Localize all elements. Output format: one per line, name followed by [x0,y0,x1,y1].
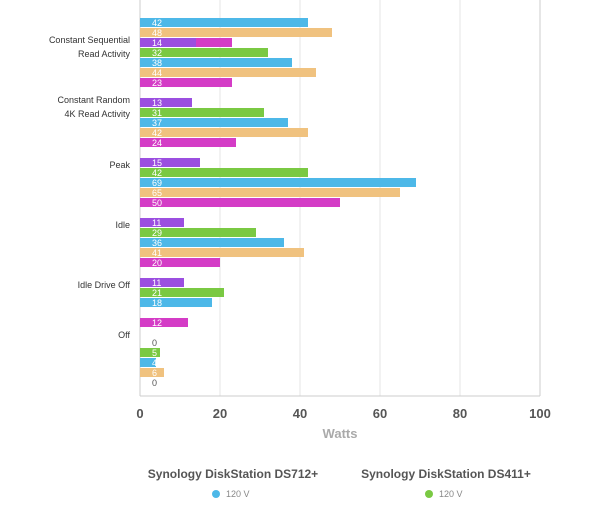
x-tick-label: 100 [529,406,551,421]
category-label: Constant Sequential Read Activity [49,35,131,59]
bar-value-label: 11 [152,218,161,228]
bar-value-label: 42 [152,168,162,178]
bar-value-label: 5 [152,348,157,358]
bar [140,38,196,47]
bar-value-label: 24 [152,138,162,148]
x-tick-label: 60 [373,406,387,421]
category-label: Off [118,330,130,340]
bar [140,108,264,117]
bar [140,318,188,327]
bar [140,138,236,147]
bar [140,168,308,177]
x-tick-label: 80 [453,406,467,421]
bar [140,348,160,357]
bar [140,238,284,247]
bar [140,68,316,77]
bar-value-label: 50 [152,198,162,208]
bar [140,248,304,257]
bar [140,98,192,107]
legend-sub: 120 V [439,489,463,499]
bar-value-label: 11 [152,278,161,288]
bar [140,298,212,307]
bar-value-label: 20 [152,258,162,268]
bar-value-label: 41 [152,248,162,258]
legend-sub: 120 V [226,489,250,499]
legend-name: Synology DiskStation DS712+ [148,467,318,481]
bar-value-label: 42 [152,18,162,28]
bar-value-label: 4 [152,358,157,368]
bar-value-label: 29 [152,228,162,238]
bar [140,48,268,57]
bar [140,278,184,287]
bar-value-label: 37 [152,118,162,128]
bar-value-label: 48 [152,28,162,38]
bar [140,58,292,67]
x-tick-label: 0 [136,406,143,421]
bar [140,368,164,377]
bar-value-label: 12 [152,318,162,328]
bar [140,188,400,197]
bar-value-label: 31 [152,108,162,118]
bar-value-label: 6 [152,368,157,378]
bar-value-label: 0 [152,378,157,388]
bar-value-label: 14 [152,38,162,48]
legend-swatch [425,490,433,498]
bar [140,118,288,127]
bar [140,198,340,207]
bar [140,228,256,237]
legend-name: Synology DiskStation DS411+ [361,467,531,481]
bar-value-label: 69 [152,178,162,188]
category-label: Idle [115,220,130,230]
bar [140,358,156,367]
bar-value-label: 13 [152,98,162,108]
bar-value-label: 44 [152,68,162,78]
bar-value-label: 18 [152,298,162,308]
bar-value-label: 23 [152,78,162,88]
bar-value-label: 0 [152,338,157,348]
bar-value-label: 42 [152,128,162,138]
bar [140,288,224,297]
x-tick-label: 20 [213,406,227,421]
bar [140,128,308,137]
category-label: Idle Drive Off [78,280,131,290]
bar [140,158,200,167]
bar-value-label: 36 [152,238,162,248]
bar [140,258,220,267]
bar-value-label: 21 [152,288,162,298]
bar-value-label: 65 [152,188,162,198]
x-axis-title: Watts [323,426,358,441]
bar-value-label: 15 [152,158,162,168]
legend-swatch [212,490,220,498]
bar [140,178,416,187]
bar [140,78,232,87]
category-label: Peak [109,160,130,170]
category-label: Constant Random 4K Read Activity [57,95,130,119]
bar [140,18,308,27]
bar [140,218,184,227]
bar-value-label: 32 [152,48,162,58]
bar-value-label: 38 [152,58,162,68]
x-tick-label: 40 [293,406,307,421]
bar [140,28,332,37]
